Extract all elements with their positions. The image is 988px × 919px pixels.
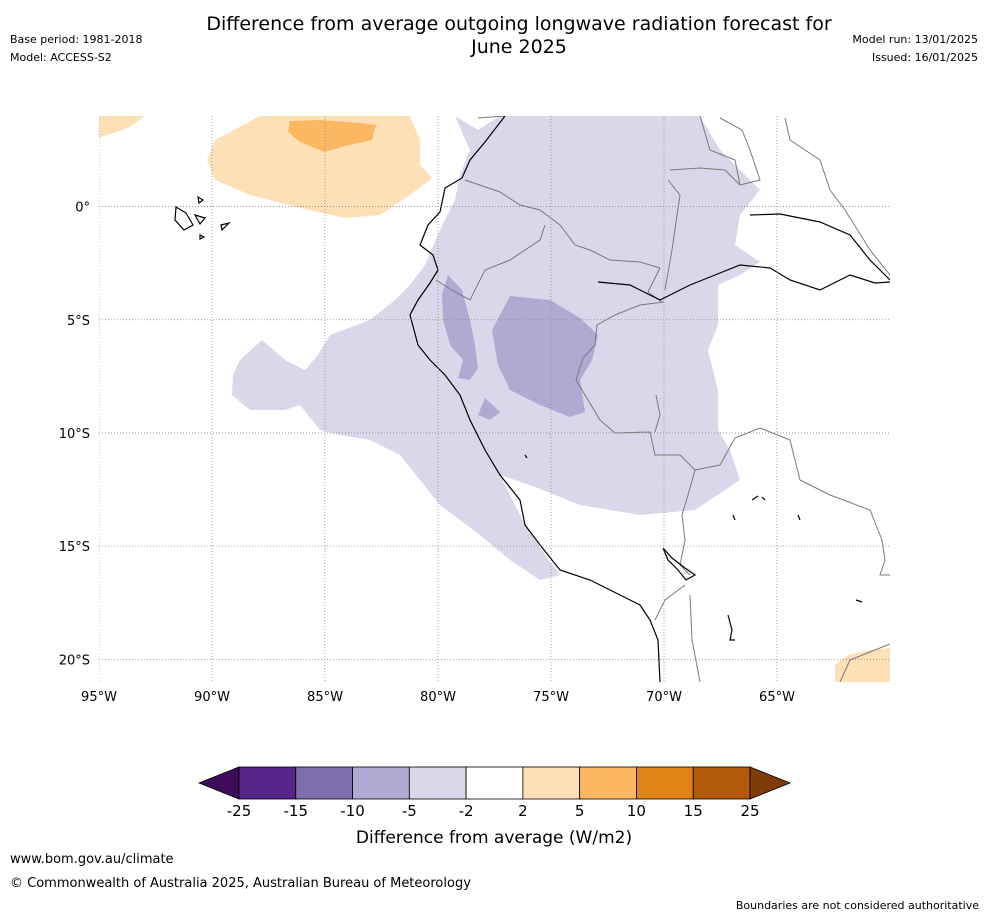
colorbar-swatch	[692, 766, 751, 800]
colorbar-swatch	[408, 766, 467, 800]
anomaly-region-pos-5-10	[288, 120, 376, 152]
border-line	[719, 117, 761, 186]
footer-website-link[interactable]: www.bom.gov.au/climate	[10, 852, 174, 867]
lon-tick-label: 85°W	[307, 690, 343, 705]
colorbar-tick-label: -2	[459, 802, 474, 820]
lat-tick-label: 0°	[75, 201, 90, 216]
model-run: Model run: 13/01/2025	[852, 33, 978, 46]
anomaly-fields	[99, 116, 890, 682]
anomaly-region-pos-2-5-southeast	[835, 648, 890, 682]
border-line	[784, 117, 890, 276]
lon-tick-label: 65°W	[759, 690, 795, 705]
galapagos-islands	[174, 195, 231, 240]
meta-left: Base period: 1981-2018 Model: ACCESS-S2	[10, 33, 142, 69]
colorbar-swatch	[295, 766, 353, 800]
chart-title: Difference from average outgoing longwav…	[150, 13, 888, 59]
lon-tick-label: 75°W	[533, 690, 569, 705]
lat-tick-label: 10°S	[59, 427, 90, 442]
map-plot-area	[99, 116, 890, 682]
colorbar-tick-label: 2	[518, 802, 528, 820]
colorbar-swatch	[522, 766, 581, 800]
coastline-mainland	[409, 116, 661, 682]
lon-tick-label: 90°W	[194, 690, 230, 705]
colorbar-tick-label: 15	[684, 802, 703, 820]
island-marks	[524, 454, 863, 641]
lon-tick-label: 70°W	[646, 690, 682, 705]
meta-right: Model run: 13/01/2025 Issued: 16/01/2025	[852, 33, 978, 69]
anomaly-region-neg-10-5-south	[478, 398, 500, 420]
lat-tick-label: 15°S	[59, 540, 90, 555]
colorbar-tick-label: -15	[284, 802, 309, 820]
colorbar-tick-label: -10	[340, 802, 365, 820]
anomaly-region-neg-10-5-central	[492, 296, 598, 417]
model-name: Model: ACCESS-S2	[10, 51, 112, 64]
border-line	[669, 167, 741, 186]
axis-tick-labels: 95°W 90°W 85°W 80°W 75°W 70°W 65°W 0° 5°S 10°S 15°…	[59, 201, 795, 705]
colorbar-swatch	[579, 766, 637, 800]
issued-date: Issued: 16/01/2025	[871, 51, 978, 64]
lat-tick-label: 5°S	[67, 314, 90, 329]
coastline-amazon-river	[597, 264, 890, 301]
colorbar-tick-label: 10	[627, 802, 646, 820]
border-line	[654, 584, 686, 621]
border-line	[839, 643, 890, 682]
coastlines	[174, 116, 890, 682]
lon-tick-label: 80°W	[420, 690, 456, 705]
lat-tick-label: 20°S	[59, 653, 90, 668]
border-line	[664, 179, 681, 291]
border-line	[464, 179, 661, 269]
colorbar-extend-high	[749, 766, 792, 800]
anomaly-region-neg-10-5-west	[442, 275, 478, 380]
base-period: Base period: 1981-2018	[10, 33, 143, 46]
colorbar-tick-label: -5	[402, 802, 417, 820]
gridlines	[99, 116, 890, 682]
footer-boundaries-note: Boundaries are not considered authoritat…	[735, 899, 979, 912]
footer-copyright: © Commonwealth of Australia 2025, Austra…	[10, 876, 471, 891]
title-line-1: Difference from average outgoing longwav…	[206, 13, 832, 35]
anomaly-region-pos-2-5-north	[207, 116, 432, 218]
colorbar-swatch	[238, 766, 297, 800]
border-line	[477, 116, 506, 119]
lon-tick-label: 95°W	[81, 690, 117, 705]
lake-titicaca	[662, 547, 697, 581]
border-line	[699, 116, 741, 186]
colorbar-swatch	[636, 766, 694, 800]
title-line-2: June 2025	[471, 36, 567, 58]
colorbar-swatch	[465, 766, 524, 800]
colorbar-tick-label: 25	[740, 802, 759, 820]
colorbar-swatch	[352, 766, 410, 800]
colorbar-extend-low	[197, 766, 240, 800]
border-line	[654, 394, 661, 433]
coastline-north	[749, 213, 890, 281]
anomaly-region-pos-2-5-corner	[99, 116, 145, 138]
colorbar-title: Difference from average (W/m2)	[356, 828, 632, 848]
border-line	[694, 427, 890, 576]
colorbar-tick-label: 5	[575, 802, 585, 820]
border-line	[689, 594, 701, 682]
colorbar-tick-label: -25	[227, 802, 252, 820]
border-line	[435, 224, 546, 301]
